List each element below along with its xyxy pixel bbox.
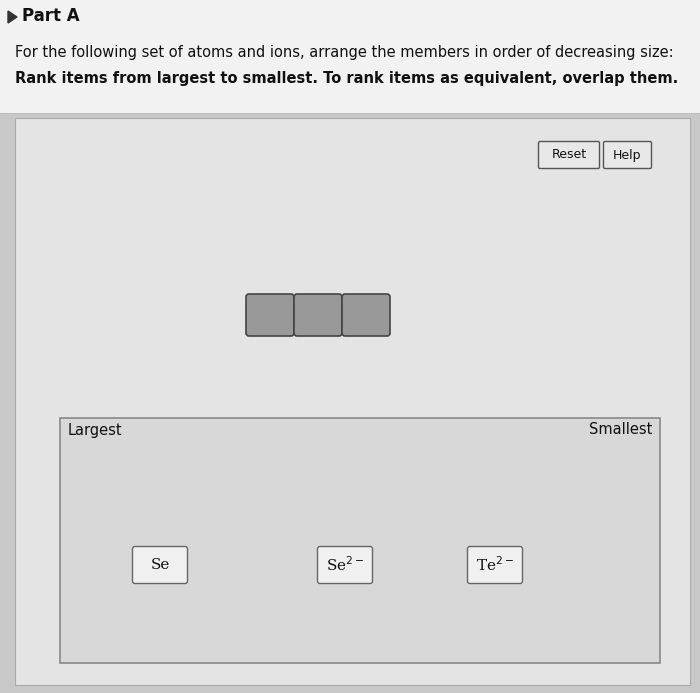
Text: Part A: Part A: [22, 7, 80, 25]
FancyBboxPatch shape: [0, 0, 700, 113]
FancyBboxPatch shape: [538, 141, 599, 168]
Text: Largest: Largest: [68, 423, 122, 437]
FancyBboxPatch shape: [60, 418, 660, 663]
Polygon shape: [8, 11, 17, 23]
FancyBboxPatch shape: [132, 547, 188, 584]
Text: Se$^{2-}$: Se$^{2-}$: [326, 556, 364, 574]
Text: Se: Se: [150, 558, 169, 572]
Text: Smallest: Smallest: [589, 423, 652, 437]
Text: Rank items from largest to smallest. To rank items as equivalent, overlap them.: Rank items from largest to smallest. To …: [15, 71, 678, 87]
Text: Reset: Reset: [552, 148, 587, 161]
FancyBboxPatch shape: [15, 118, 690, 685]
FancyBboxPatch shape: [603, 141, 652, 168]
Text: For the following set of atoms and ions, arrange the members in order of decreas: For the following set of atoms and ions,…: [15, 44, 673, 60]
FancyBboxPatch shape: [294, 294, 342, 336]
FancyBboxPatch shape: [246, 294, 294, 336]
FancyBboxPatch shape: [342, 294, 390, 336]
FancyBboxPatch shape: [468, 547, 522, 584]
FancyBboxPatch shape: [318, 547, 372, 584]
Text: Te$^{2-}$: Te$^{2-}$: [476, 556, 514, 574]
Text: Help: Help: [613, 148, 642, 161]
